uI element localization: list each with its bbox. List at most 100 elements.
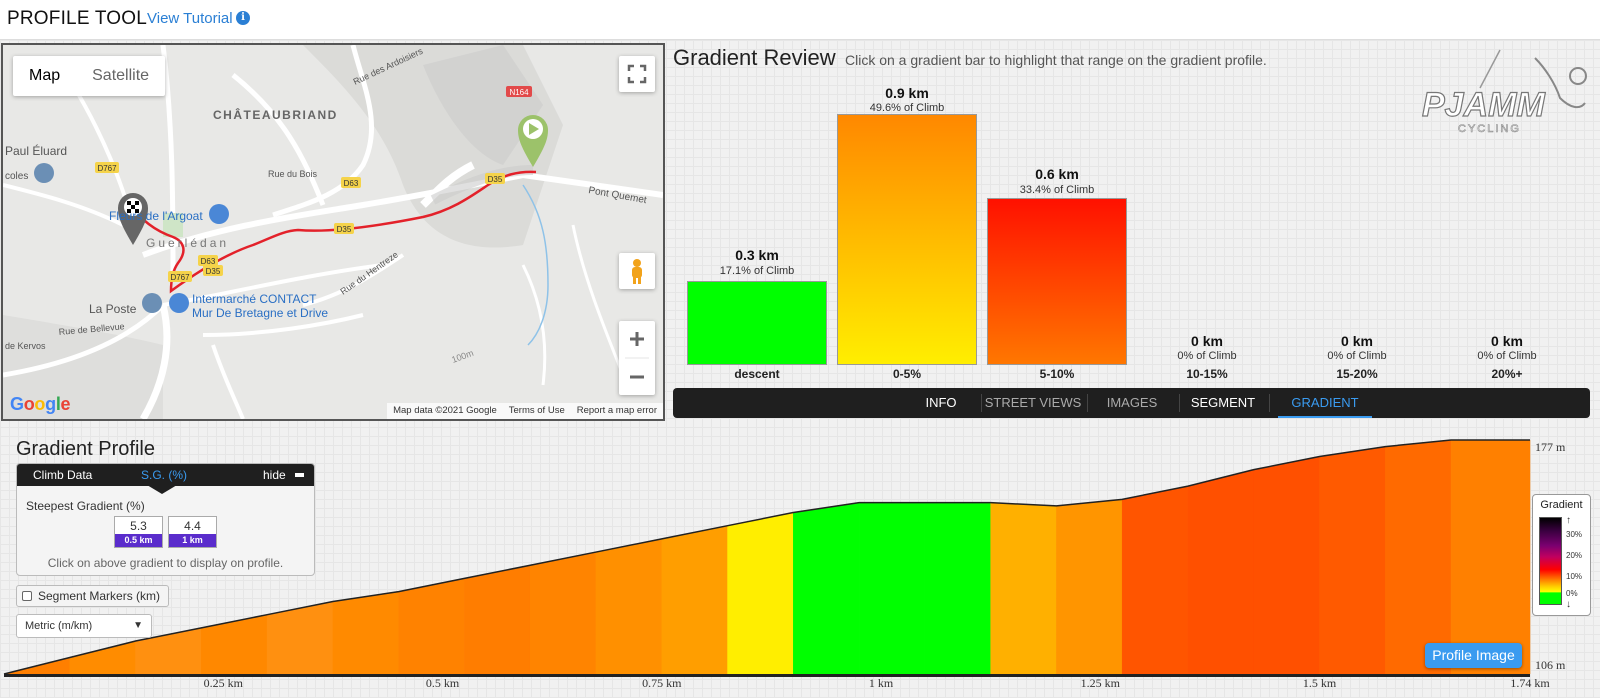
bar-km-15-20: 0 km: [1341, 333, 1373, 349]
map-poi-intermarche: Intermarché CONTACT: [192, 292, 317, 306]
segment-markers-toggle[interactable]: Segment Markers (km): [16, 585, 170, 607]
bar-cat-20-plus[interactable]: 20%+: [1491, 367, 1523, 381]
gradient-bar-0-5[interactable]: [837, 114, 977, 365]
map-rue4-label: de Kervos: [5, 341, 46, 351]
tab-street-views[interactable]: STREET VIEWS: [984, 395, 1082, 410]
map-type-satellite-button[interactable]: Satellite: [92, 67, 150, 84]
sg-tab[interactable]: S.G. (%): [141, 468, 188, 482]
bar-cat-15-20[interactable]: 15-20%: [1336, 367, 1378, 381]
km-tick-label: 0.25 km: [203, 676, 243, 690]
fullscreen-icon: [627, 64, 647, 84]
units-select[interactable]: Metric (m/km) ▼: [16, 614, 152, 638]
segment-markers-checkbox[interactable]: [22, 591, 32, 601]
profile-segment[interactable]: [398, 578, 465, 675]
steepest-gradient-0-5km[interactable]: 5.3 0.5 km: [114, 516, 163, 548]
tab-info[interactable]: INFO: [925, 395, 957, 410]
profile-segment[interactable]: [1056, 499, 1123, 675]
legend-tick-20: 20%: [1566, 551, 1583, 560]
finish-marker-icon[interactable]: [118, 193, 148, 245]
map-type-map-button[interactable]: Map: [29, 67, 61, 84]
minus-icon[interactable]: [295, 473, 304, 477]
route-map[interactable]: D767 D63 D63 D767 D35 D35 D35 N164 CHÂTE…: [1, 43, 665, 421]
profile-segment[interactable]: [727, 512, 794, 675]
profile-segment[interactable]: [595, 538, 663, 675]
gradient-profile-chart[interactable]: [0, 430, 1600, 698]
sg-distance: 0.5 km: [115, 534, 162, 547]
fullscreen-button[interactable]: [619, 56, 655, 92]
report-map-error-link[interactable]: Report a map error: [576, 405, 657, 416]
map-data-credit: Map data ©2021 Google: [393, 405, 497, 416]
map-road-d35a: D35: [206, 267, 221, 276]
profile-segment[interactable]: [924, 502, 991, 675]
km-tick-label: 1.74 km: [1510, 676, 1550, 690]
sg-value: 5.3: [130, 519, 147, 533]
arrow-down-icon: ↓: [1566, 599, 1571, 610]
profile-segment[interactable]: [1121, 485, 1189, 675]
zoom-in-icon[interactable]: [630, 332, 644, 346]
hide-button[interactable]: hide: [263, 468, 286, 482]
bar-pct-10-15: 0% of Climb: [1177, 350, 1237, 362]
map-road-d63b: D63: [201, 257, 216, 266]
bar-km-5-10: 0.6 km: [1035, 166, 1079, 182]
climb-data-tab[interactable]: Climb Data: [33, 468, 93, 482]
bar-pct-15-20: 0% of Climb: [1327, 350, 1387, 362]
tab-segment[interactable]: SEGMENT: [1190, 395, 1256, 410]
profile-segment[interactable]: [858, 502, 926, 675]
info-icon[interactable]: i: [236, 11, 250, 25]
profile-segment[interactable]: [793, 502, 860, 675]
start-marker-icon[interactable]: [518, 115, 548, 167]
bar-km-10-15: 0 km: [1191, 333, 1223, 349]
climb-panel-header: Climb Data S.G. (%) hide: [17, 464, 314, 486]
profile-segment[interactable]: [1450, 439, 1531, 675]
tab-gradient[interactable]: GRADIENT: [1278, 388, 1372, 418]
top-bar: PROFILE TOOL View Tutorial i: [0, 0, 1600, 40]
bar-km-descent: 0.3 km: [735, 247, 779, 263]
map-ecoles-label: coles: [5, 171, 28, 182]
map-rue2-label: Rue du Bois: [268, 169, 318, 179]
bar-cat-descent: descent: [734, 367, 780, 381]
map-tiles: D767 D63 D63 D767 D35 D35 D35 N164 CHÂTE…: [3, 45, 663, 419]
profile-segment[interactable]: [464, 564, 531, 675]
profile-segment[interactable]: [1319, 446, 1386, 675]
gradient-profile-title: Gradient Profile: [16, 438, 155, 460]
steepest-gradient-label: Steepest Gradient (%): [26, 499, 145, 513]
bar-km-20-plus: 0 km: [1491, 333, 1523, 349]
profile-segment[interactable]: [661, 525, 728, 675]
gradient-review-title: Gradient Review: [673, 45, 836, 70]
steepest-gradient-1km[interactable]: 4.4 1 km: [168, 516, 217, 548]
profile-segment[interactable]: [990, 502, 1057, 675]
google-logo: Google: [10, 394, 71, 414]
profile-segment[interactable]: [1187, 469, 1254, 675]
profile-segment[interactable]: [69, 640, 136, 675]
sg-value: 4.4: [184, 519, 201, 533]
terms-of-use-link[interactable]: Terms of Use: [508, 405, 565, 416]
elevation-line: [3, 439, 1530, 675]
profile-segment[interactable]: [1253, 456, 1320, 675]
profile-segment[interactable]: [529, 551, 597, 675]
profile-segment[interactable]: [332, 591, 399, 675]
street-view-pegman[interactable]: [619, 253, 655, 289]
legend-title: Gradient: [1540, 499, 1583, 511]
map-paul-label: Paul Éluard: [5, 143, 67, 158]
view-tutorial-link[interactable]: View Tutorial: [147, 10, 233, 27]
bar-pct-0-5: 49.6% of Climb: [869, 102, 945, 114]
bar-pct-20-plus: 0% of Climb: [1477, 350, 1537, 362]
svg-text:CYCLING: CYCLING: [1458, 123, 1521, 135]
bar-pct-5-10: 33.4% of Climb: [1019, 184, 1095, 196]
legend-tick-0: 0%: [1566, 589, 1578, 598]
bar-cat-0-5: 0-5%: [892, 367, 921, 381]
gradient-bar-descent[interactable]: [687, 281, 827, 365]
climb-data-panel: Climb Data S.G. (%) hide Steepest Gradie…: [16, 463, 315, 576]
profile-image-button[interactable]: Profile Image: [1425, 643, 1522, 668]
elevation-max-label: 177 m: [1535, 440, 1566, 454]
profile-segment[interactable]: [201, 614, 268, 675]
gradient-bar-5-10[interactable]: [987, 197, 1127, 365]
profile-segment[interactable]: [1385, 439, 1452, 675]
legend-color-scale: [1539, 517, 1562, 605]
map-road-d767b: D767: [170, 273, 190, 282]
map-poi-fleurs: Fleurs de l'Argoat: [109, 209, 203, 223]
km-tick-label: 0.5 km: [425, 676, 460, 690]
tab-images[interactable]: IMAGES: [1106, 395, 1158, 410]
bar-cat-10-15[interactable]: 10-15%: [1186, 367, 1228, 381]
map-road-d35b: D35: [337, 225, 352, 234]
